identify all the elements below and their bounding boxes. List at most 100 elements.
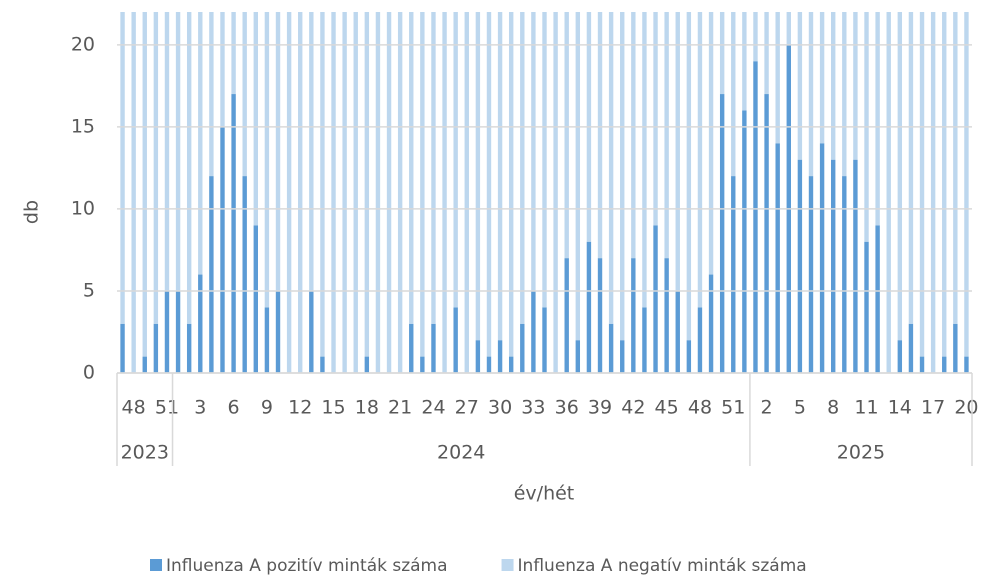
bar-segment [742,12,747,111]
bar-segment [531,12,536,291]
bar-segment [819,12,825,144]
bar-segment [930,12,936,373]
bar-segment [653,12,658,226]
bar-segment [819,143,825,373]
bar-segment [564,12,569,259]
bar-segment [453,12,458,308]
bar-segment [875,12,880,226]
bar-segment [564,258,569,373]
bar-segment [486,12,492,357]
bar-segment [631,12,636,259]
bar-segment [675,12,680,291]
bar-segment [686,12,692,341]
bar-segment [320,12,325,357]
bar-segment [797,12,803,160]
bar-segment [753,61,758,373]
bar-segment [964,12,969,357]
x-tick-label: 45 [655,397,679,419]
bar-segment [520,323,525,373]
legend-swatch [150,559,162,571]
bar-segment [642,307,647,373]
bar-segment [708,12,714,275]
bar-segment [497,340,503,373]
bar-segment [442,12,447,373]
bar-segment [409,12,414,324]
bar-segment [719,12,725,95]
bar-segment [142,12,147,357]
bar-segment [131,12,136,373]
bar-segment [542,12,547,308]
bar-segment [942,356,947,373]
x-tick-label: 51 [155,397,179,419]
bar-segment [342,12,347,373]
x-tick-label: 14 [888,397,912,419]
bar-segment [397,12,403,373]
bar-segment [886,12,891,373]
bar-segment [697,12,703,308]
bar-segment [808,12,814,177]
bar-segment [919,356,925,373]
bar-segment [942,12,947,357]
bar-segment [853,12,858,160]
bar-segment [697,307,703,373]
bar-segment [409,323,414,373]
bar-segment [675,290,680,373]
x-tick-label: 3 [194,397,206,419]
bar-segment [608,12,614,324]
bar-segment [209,12,214,177]
bar-segment [386,12,392,373]
x-tick-label: 39 [588,397,612,419]
x-tick-label: 17 [921,397,945,419]
bar-segment [853,159,858,373]
bar-segment [353,12,358,373]
x-tick-label: 30 [488,397,512,419]
x-tick-label: 48 [688,397,712,419]
bar-segment [575,340,581,373]
x-tick-label: 11 [854,397,878,419]
bar-segment [464,12,469,373]
bar-segment [842,176,847,373]
bar-segment [775,143,780,373]
bar-segment [831,159,836,373]
bar-segment [253,12,258,226]
bar-segment [664,12,669,259]
bar-segment [475,12,481,341]
bar-segment [731,12,736,177]
bar-segment [486,356,492,373]
bar-segment [142,356,147,373]
x-tick-label: 51 [721,397,745,419]
x-tick-label: 36 [555,397,579,419]
bar-segment [320,356,325,373]
bar-segment [186,12,192,324]
bar-segment [586,12,592,242]
x-tick-label: 9 [261,397,273,419]
bar-segment [897,12,903,341]
bar-segment [875,225,880,373]
bar-segment [153,323,159,373]
bar-segment [275,12,281,291]
bar-segment [198,12,203,275]
bar-segment [864,12,869,242]
bar-segment [175,290,181,373]
bar-segment [497,12,503,341]
legend-swatch [501,559,514,571]
bar-segment [753,12,758,62]
bar-segment [731,176,736,373]
bar-segment [286,12,292,373]
bar-segment [120,323,125,373]
bar-segment [175,12,181,291]
bar-segment [664,258,669,373]
bar-segment [864,241,869,373]
bar-segment [597,258,603,373]
bar-segment [775,12,780,144]
bar-segment [631,258,636,373]
bar-segment [309,290,314,373]
x-tick-label: 24 [421,397,445,419]
bar-segment [420,356,425,373]
bar-segment [431,12,436,324]
bar-segment [164,290,170,373]
x-tick-label: 42 [621,397,645,419]
bar-segment [331,12,336,373]
bar-segment [209,176,214,373]
